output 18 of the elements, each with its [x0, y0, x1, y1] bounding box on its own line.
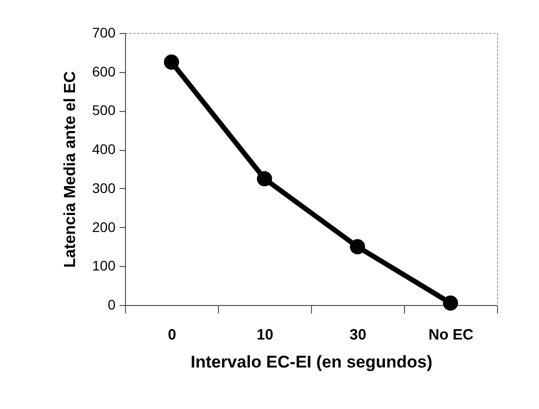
- y-tick-label: 100: [92, 258, 116, 274]
- point: [442, 295, 458, 311]
- x-tick-label: 30: [350, 326, 366, 344]
- x-tick-label: 0: [168, 326, 176, 344]
- x-axis-title: Intervalo EC-EI (en segundos): [190, 352, 432, 372]
- x-tick-label: No EC: [428, 326, 474, 344]
- y-tick-label: 700: [92, 24, 116, 40]
- point: [350, 239, 366, 254]
- y-tick-label: 200: [92, 218, 116, 235]
- y-tick-label: 0: [108, 296, 116, 312]
- y-tick-label: 400: [92, 141, 116, 158]
- y-tick-label: 600: [92, 63, 116, 80]
- y-axis-title: Latencia Media ante el EC: [62, 70, 80, 268]
- x-tick-label: 10: [256, 326, 274, 344]
- point: [164, 54, 180, 70]
- y-tick-label: 500: [92, 102, 116, 118]
- y-tick-label: 300: [92, 180, 116, 196]
- point: [256, 171, 272, 186]
